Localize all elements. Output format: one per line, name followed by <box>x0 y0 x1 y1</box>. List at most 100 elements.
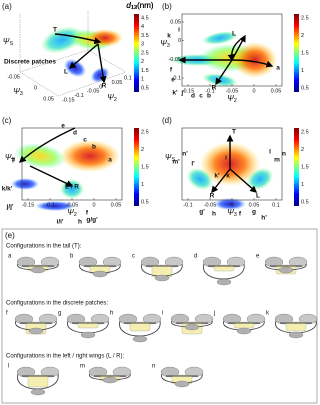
arrow <box>68 43 99 69</box>
configuration-sketch <box>160 366 204 388</box>
y-axis-label-symbol: Ψ <box>5 153 12 162</box>
y-axis-label-symbol: Ψ <box>165 153 172 162</box>
linker <box>285 321 307 332</box>
domain <box>112 366 132 378</box>
annotation: h <box>212 211 216 218</box>
configuration-label: e <box>256 254 260 260</box>
x-tick-label: 0 <box>252 88 255 94</box>
arrow <box>229 168 258 193</box>
x-axis-label-symbol: Ψ <box>67 208 74 217</box>
colorbar-title-symbol: d <box>126 1 131 10</box>
domain <box>118 313 138 325</box>
domain <box>288 331 304 339</box>
configuration-label: i <box>162 311 163 317</box>
annotation: i <box>178 27 180 34</box>
domain <box>80 331 96 339</box>
annotation: c <box>199 93 203 100</box>
x-tick-label: -0.15 <box>22 202 35 208</box>
annotation: m <box>274 157 280 164</box>
linker <box>77 321 99 329</box>
domain <box>246 313 266 325</box>
y-axis-label: Ψ3 <box>160 39 170 49</box>
arrow <box>231 34 246 61</box>
configuration-label: f <box>6 311 8 317</box>
x-tick-label: -0.1 <box>205 88 214 94</box>
domain <box>184 366 204 378</box>
configuration-sketch <box>16 256 60 274</box>
cloud <box>87 29 123 47</box>
scatter-cloud <box>40 26 123 83</box>
panel: (c)2.521.510.5-0.15 -0.1 -0.05 0 0.05Ψ2ΨSTed… <box>2 116 149 226</box>
colorbar-tick-label: 1.5 <box>141 68 149 74</box>
x-tick-label: -0.05 <box>204 202 217 208</box>
y-tick-label: -0.1 <box>172 75 181 81</box>
group-heading: Configurations in the tail (T): <box>6 244 82 250</box>
annotation: f <box>170 67 173 74</box>
configuration-sketch <box>14 313 58 335</box>
colorbar-title-unit: (nm) <box>137 1 154 10</box>
configuration-sketch <box>66 313 110 339</box>
colorbar-tick-label: 2.5 <box>301 15 309 21</box>
colorbar-title: d12(nm) <box>126 1 153 11</box>
y-axis-label-subscript: 3 <box>167 43 170 49</box>
y-axis-label: ΨS <box>3 37 14 47</box>
annotation: f <box>239 211 242 218</box>
domain <box>78 256 98 268</box>
colorbar-tick-label: 3 <box>141 42 144 48</box>
domain <box>278 266 294 274</box>
x-tick-label: -0.05 <box>66 202 79 208</box>
domain <box>30 388 46 396</box>
annotation: T <box>53 27 57 34</box>
configuration-label: j <box>213 311 215 317</box>
colorbar-tick-label: 0.5 <box>301 199 309 205</box>
cloud <box>186 167 214 191</box>
domain <box>28 327 44 335</box>
configuration-label: m <box>80 364 85 370</box>
annotation: k <box>167 33 171 40</box>
x-axis-label-symbol: Ψ <box>227 94 234 103</box>
annotation: k' <box>172 90 178 97</box>
y-tick-label: 0 <box>178 38 181 44</box>
cloud <box>246 167 274 191</box>
annotation: h' <box>261 215 267 222</box>
annotation: e <box>61 123 65 130</box>
domain <box>216 278 232 286</box>
x-tick-label: 0 <box>92 202 95 208</box>
colorbar-tick-label: 3.5 <box>141 33 149 39</box>
domain <box>288 256 308 268</box>
y-axis-label-subscript: S <box>11 157 15 163</box>
annotation: g <box>252 209 256 216</box>
annotation: c <box>83 137 87 144</box>
y-axis-label: ΨS <box>165 153 176 163</box>
z-tick-label: 0.05 <box>43 96 54 102</box>
configuration-label: d <box>194 254 197 260</box>
annotation: L <box>64 69 68 76</box>
annotation: j' <box>180 90 185 97</box>
colorbar <box>294 128 299 206</box>
annotation: l' <box>191 161 195 168</box>
cloud <box>202 31 238 45</box>
x-tick-label: 0.05 <box>271 88 282 94</box>
colorbar-tick-label: 4 <box>141 24 144 30</box>
y-tick-label: -0.05 <box>168 57 181 63</box>
y-axis-label-symbol: Ψ <box>160 39 167 48</box>
arrow <box>97 43 107 84</box>
domain <box>16 366 36 378</box>
colorbar-tick-label: 2.5 <box>141 50 149 56</box>
panel: (a)4.543.532.521.510.5ΨS-0.0500.05Ψ3-0.1… <box>2 2 149 103</box>
colorbar-tick-label: 2.5 <box>301 129 309 135</box>
x-tick-label: -0.15 <box>62 97 75 103</box>
annotation: b <box>207 93 211 100</box>
x-tick-label: -0.1 <box>183 202 192 208</box>
colorbar-tick-label: 1 <box>301 68 304 74</box>
configuration-label: k <box>266 311 270 317</box>
x-axis-label-symbol: Ψ <box>227 208 234 217</box>
colorbar <box>134 14 139 92</box>
configuration-sketch <box>78 256 122 278</box>
x-axis-label-subscript: 2 <box>74 212 77 218</box>
colorbar-tick-label: 0.5 <box>301 85 309 91</box>
annotation: R <box>102 83 107 90</box>
colorbar-tick-label: 0.5 <box>141 85 149 91</box>
z-tick-label: 0 <box>34 85 37 91</box>
x-axis-label-subscript: 2 <box>234 98 237 104</box>
